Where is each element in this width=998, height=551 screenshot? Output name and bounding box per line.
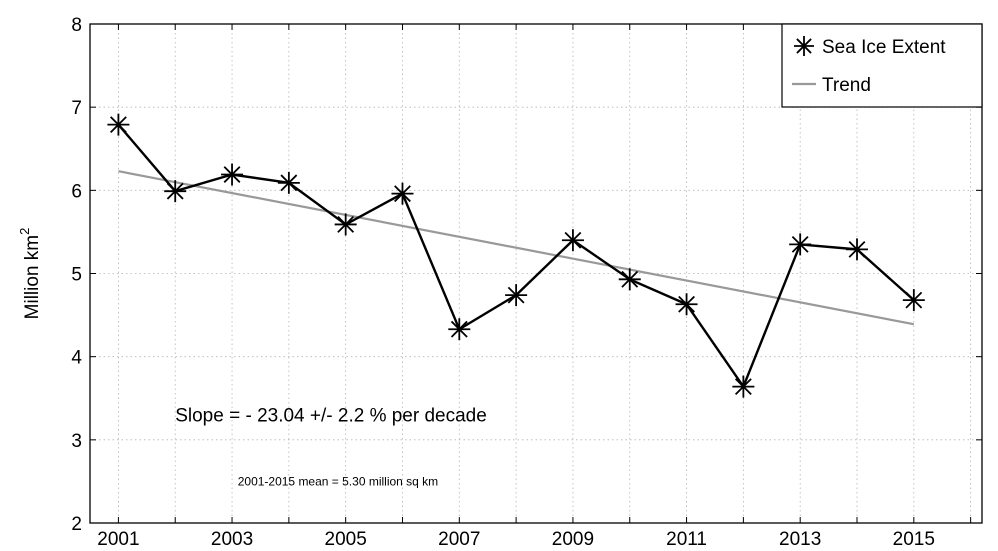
data-point	[391, 182, 414, 205]
axis-ticks: 2001 2003 2005 2007 2009 2011 2013 2015 2 3 4 5 6 7 8	[71, 15, 982, 550]
data-point	[618, 268, 641, 291]
mean-annotation: 2001-2015 mean = 5.30 million sq km	[238, 475, 438, 489]
data-point	[789, 233, 812, 256]
data-point	[846, 238, 869, 261]
data-point	[561, 229, 584, 252]
legend-label: Trend	[822, 75, 871, 96]
data-point	[164, 180, 187, 203]
x-tick-label: 2007	[438, 529, 480, 550]
grid-layer	[90, 24, 982, 523]
legend-label: Sea Ice Extent	[822, 37, 946, 58]
data-point	[107, 113, 130, 136]
data-point	[221, 163, 244, 186]
y-tick-label: 6	[71, 181, 82, 202]
y-tick-label: 5	[71, 265, 82, 286]
data-point	[902, 289, 925, 312]
legend: Sea Ice Extent Trend	[781, 23, 983, 108]
data-point	[448, 318, 471, 341]
slope-annotation: Slope = - 23.04 +/- 2.2 % per decade	[175, 406, 487, 427]
x-tick-label: 2001	[97, 529, 139, 550]
data-point	[675, 293, 698, 316]
y-axis-label: Million km2	[17, 228, 43, 320]
y-tick-label: 7	[71, 98, 82, 119]
y-tick-label: 2	[71, 514, 82, 535]
legend-box	[781, 23, 983, 108]
x-tick-label: 2009	[552, 529, 594, 550]
y-tick-label: 4	[71, 348, 82, 369]
x-tick-label: 2015	[893, 529, 935, 550]
y-axis-label-text: Million km	[22, 235, 43, 319]
x-tick-label: 2005	[325, 529, 367, 550]
series-layer	[107, 113, 925, 398]
legend-marker-asterisk	[794, 36, 814, 56]
data-point	[505, 284, 528, 307]
x-tick-label: 2003	[211, 529, 253, 550]
data-point	[732, 375, 755, 398]
data-point	[277, 171, 300, 194]
y-tick-label: 3	[71, 431, 82, 452]
data-point	[334, 213, 357, 236]
series-line-trend	[118, 170, 915, 326]
x-tick-label: 2011	[666, 529, 707, 550]
y-axis-label-superscript: 2	[17, 228, 32, 235]
legend-entry: Sea Ice Extent	[794, 36, 946, 58]
x-tick-label: 2013	[779, 529, 821, 550]
y-tick-label: 8	[71, 15, 82, 36]
annotation-layer: Slope = - 23.04 +/- 2.2 % per decade 2001…	[175, 406, 487, 489]
legend-entry: Trend	[792, 75, 871, 96]
